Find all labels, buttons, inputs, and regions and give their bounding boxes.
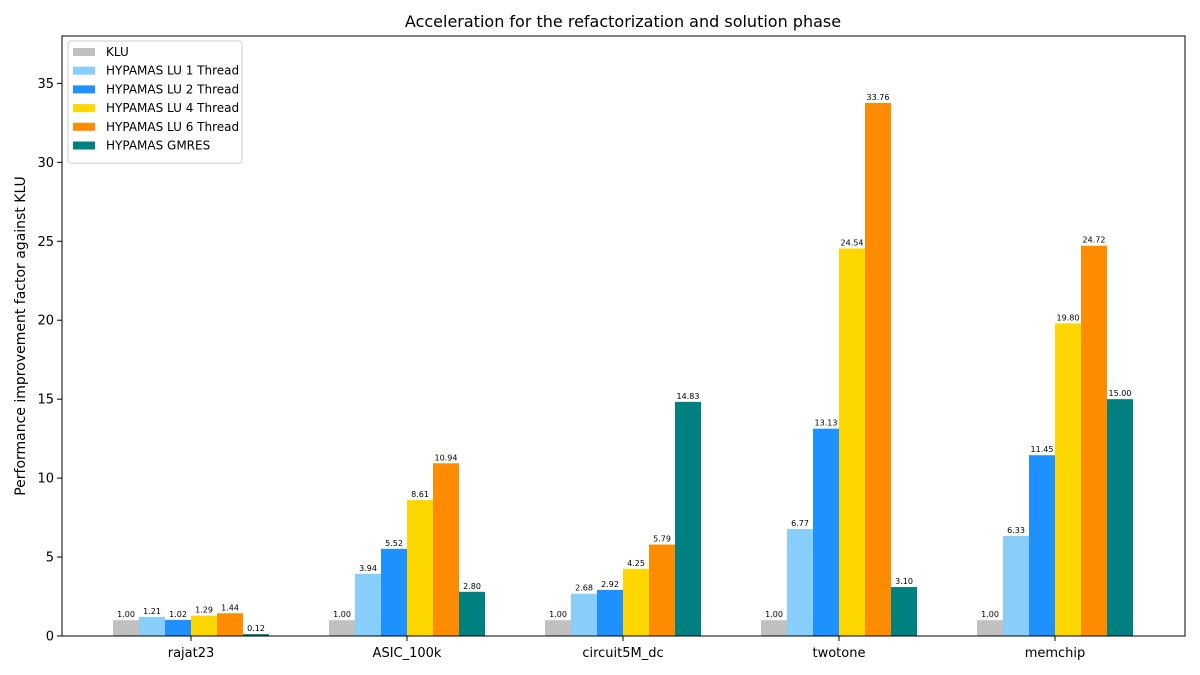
bar xyxy=(433,463,459,636)
bar-value-label: 1.29 xyxy=(195,606,213,615)
legend-label: KLU xyxy=(106,45,129,59)
bars-group xyxy=(113,102,1133,637)
legend-swatch xyxy=(73,141,95,150)
x-tick-label: ASIC_100k xyxy=(373,646,442,661)
bar-value-label: 3.10 xyxy=(895,577,913,586)
value-labels-group: 1.00 1.21 1.02 1.29 1.44 0.12 1.00 3.94 5.52 8.61… xyxy=(117,93,1131,633)
bar-value-label: 1.02 xyxy=(169,610,187,619)
bar xyxy=(1029,455,1055,636)
bar xyxy=(839,248,865,637)
bar-value-label: 3.94 xyxy=(359,564,377,573)
bar-value-label: 1.00 xyxy=(333,610,351,619)
bar xyxy=(1055,323,1081,636)
bar xyxy=(787,529,813,636)
bar xyxy=(217,613,243,636)
bar xyxy=(977,620,1003,636)
bar-value-label: 1.00 xyxy=(981,610,999,619)
x-axis: rajat23 ASIC_100k circuit5M_dc twotone memch… xyxy=(168,636,1086,661)
bar-value-label: 6.77 xyxy=(791,519,809,528)
bar-value-label: 1.21 xyxy=(143,607,161,616)
bar-value-label: 24.72 xyxy=(1083,236,1106,245)
y-axis-label: Performance improvement factor against K… xyxy=(13,176,29,496)
bar xyxy=(139,616,165,636)
bar xyxy=(1081,245,1107,636)
legend-swatch xyxy=(73,104,95,113)
legend-swatch xyxy=(73,85,95,94)
bar-value-label: 5.52 xyxy=(385,539,403,548)
bar-value-label: 2.68 xyxy=(575,584,593,593)
bar-value-label: 2.92 xyxy=(601,580,619,589)
bar-value-label: 14.83 xyxy=(677,392,700,401)
bar-value-label: 2.80 xyxy=(463,582,481,591)
legend-swatch xyxy=(73,122,95,131)
legend-label: HYPAMAS LU 4 Thread xyxy=(106,101,239,115)
y-tick-label: 15 xyxy=(37,393,54,408)
bar xyxy=(649,544,675,636)
plot-frame xyxy=(61,35,1186,637)
chart-title: Acceleration for the refactorization and… xyxy=(405,12,841,31)
bar-value-label: 1.44 xyxy=(221,603,239,612)
bar-value-label: 1.00 xyxy=(117,610,135,619)
legend-box xyxy=(67,40,243,164)
bar xyxy=(675,401,701,636)
bar-value-label: 33.76 xyxy=(867,93,890,102)
legend-label: HYPAMAS GMRES xyxy=(106,139,210,153)
bar xyxy=(761,620,787,636)
bar xyxy=(165,619,191,636)
legend-label: HYPAMAS LU 6 Thread xyxy=(106,120,239,134)
legend-swatch xyxy=(73,66,95,75)
bar xyxy=(623,568,649,636)
bar xyxy=(597,589,623,636)
legend-label: HYPAMAS LU 1 Thread xyxy=(106,64,239,78)
y-tick-label: 0 xyxy=(46,630,54,645)
y-tick-label: 30 xyxy=(37,156,54,171)
bar xyxy=(355,573,381,636)
bar xyxy=(571,593,597,636)
bar xyxy=(865,102,891,636)
bar-value-label: 0.12 xyxy=(247,624,265,633)
legend-swatch xyxy=(73,48,95,56)
bar-value-label: 1.00 xyxy=(765,610,783,619)
bar-value-label: 6.33 xyxy=(1007,526,1025,535)
y-tick-label: 35 xyxy=(37,77,54,92)
bar xyxy=(381,548,407,636)
bar-value-label: 11.45 xyxy=(1031,445,1054,454)
y-tick-label: 20 xyxy=(37,314,54,329)
bar xyxy=(329,620,355,636)
bar xyxy=(813,428,839,636)
bar xyxy=(891,587,917,636)
x-tick-label: rajat23 xyxy=(168,646,215,661)
bar xyxy=(1107,399,1133,636)
bar-value-label: 1.00 xyxy=(549,610,567,619)
bar xyxy=(191,615,217,636)
bar-value-label: 15.00 xyxy=(1109,389,1132,398)
legend-label: HYPAMAS LU 2 Thread xyxy=(106,82,239,96)
x-tick-label: twotone xyxy=(813,646,866,661)
bar xyxy=(545,620,571,636)
bar xyxy=(243,634,269,636)
x-tick-label: circuit5M_dc xyxy=(582,646,663,661)
bar xyxy=(1003,536,1029,636)
bar-value-label: 10.94 xyxy=(435,453,458,462)
y-tick-label: 10 xyxy=(37,472,54,487)
y-tick-label: 25 xyxy=(37,235,54,250)
bar-value-label: 5.79 xyxy=(653,535,671,544)
bar xyxy=(407,500,433,636)
bar xyxy=(113,620,139,636)
y-axis: 0 5 10 15 20 25 30 35 xyxy=(37,77,62,645)
y-tick-label: 5 xyxy=(46,551,54,566)
legend: KLU HYPAMAS LU 1 Thread HYPAMAS LU 2 Threa… xyxy=(67,40,243,164)
bar-value-label: 24.54 xyxy=(841,239,864,248)
bar-value-label: 8.61 xyxy=(411,490,429,499)
x-tick-label: memchip xyxy=(1025,646,1086,661)
bar-value-label: 19.80 xyxy=(1057,313,1080,322)
bar-value-label: 13.13 xyxy=(815,419,838,428)
bar xyxy=(459,591,485,636)
bar-value-label: 4.25 xyxy=(627,559,645,568)
